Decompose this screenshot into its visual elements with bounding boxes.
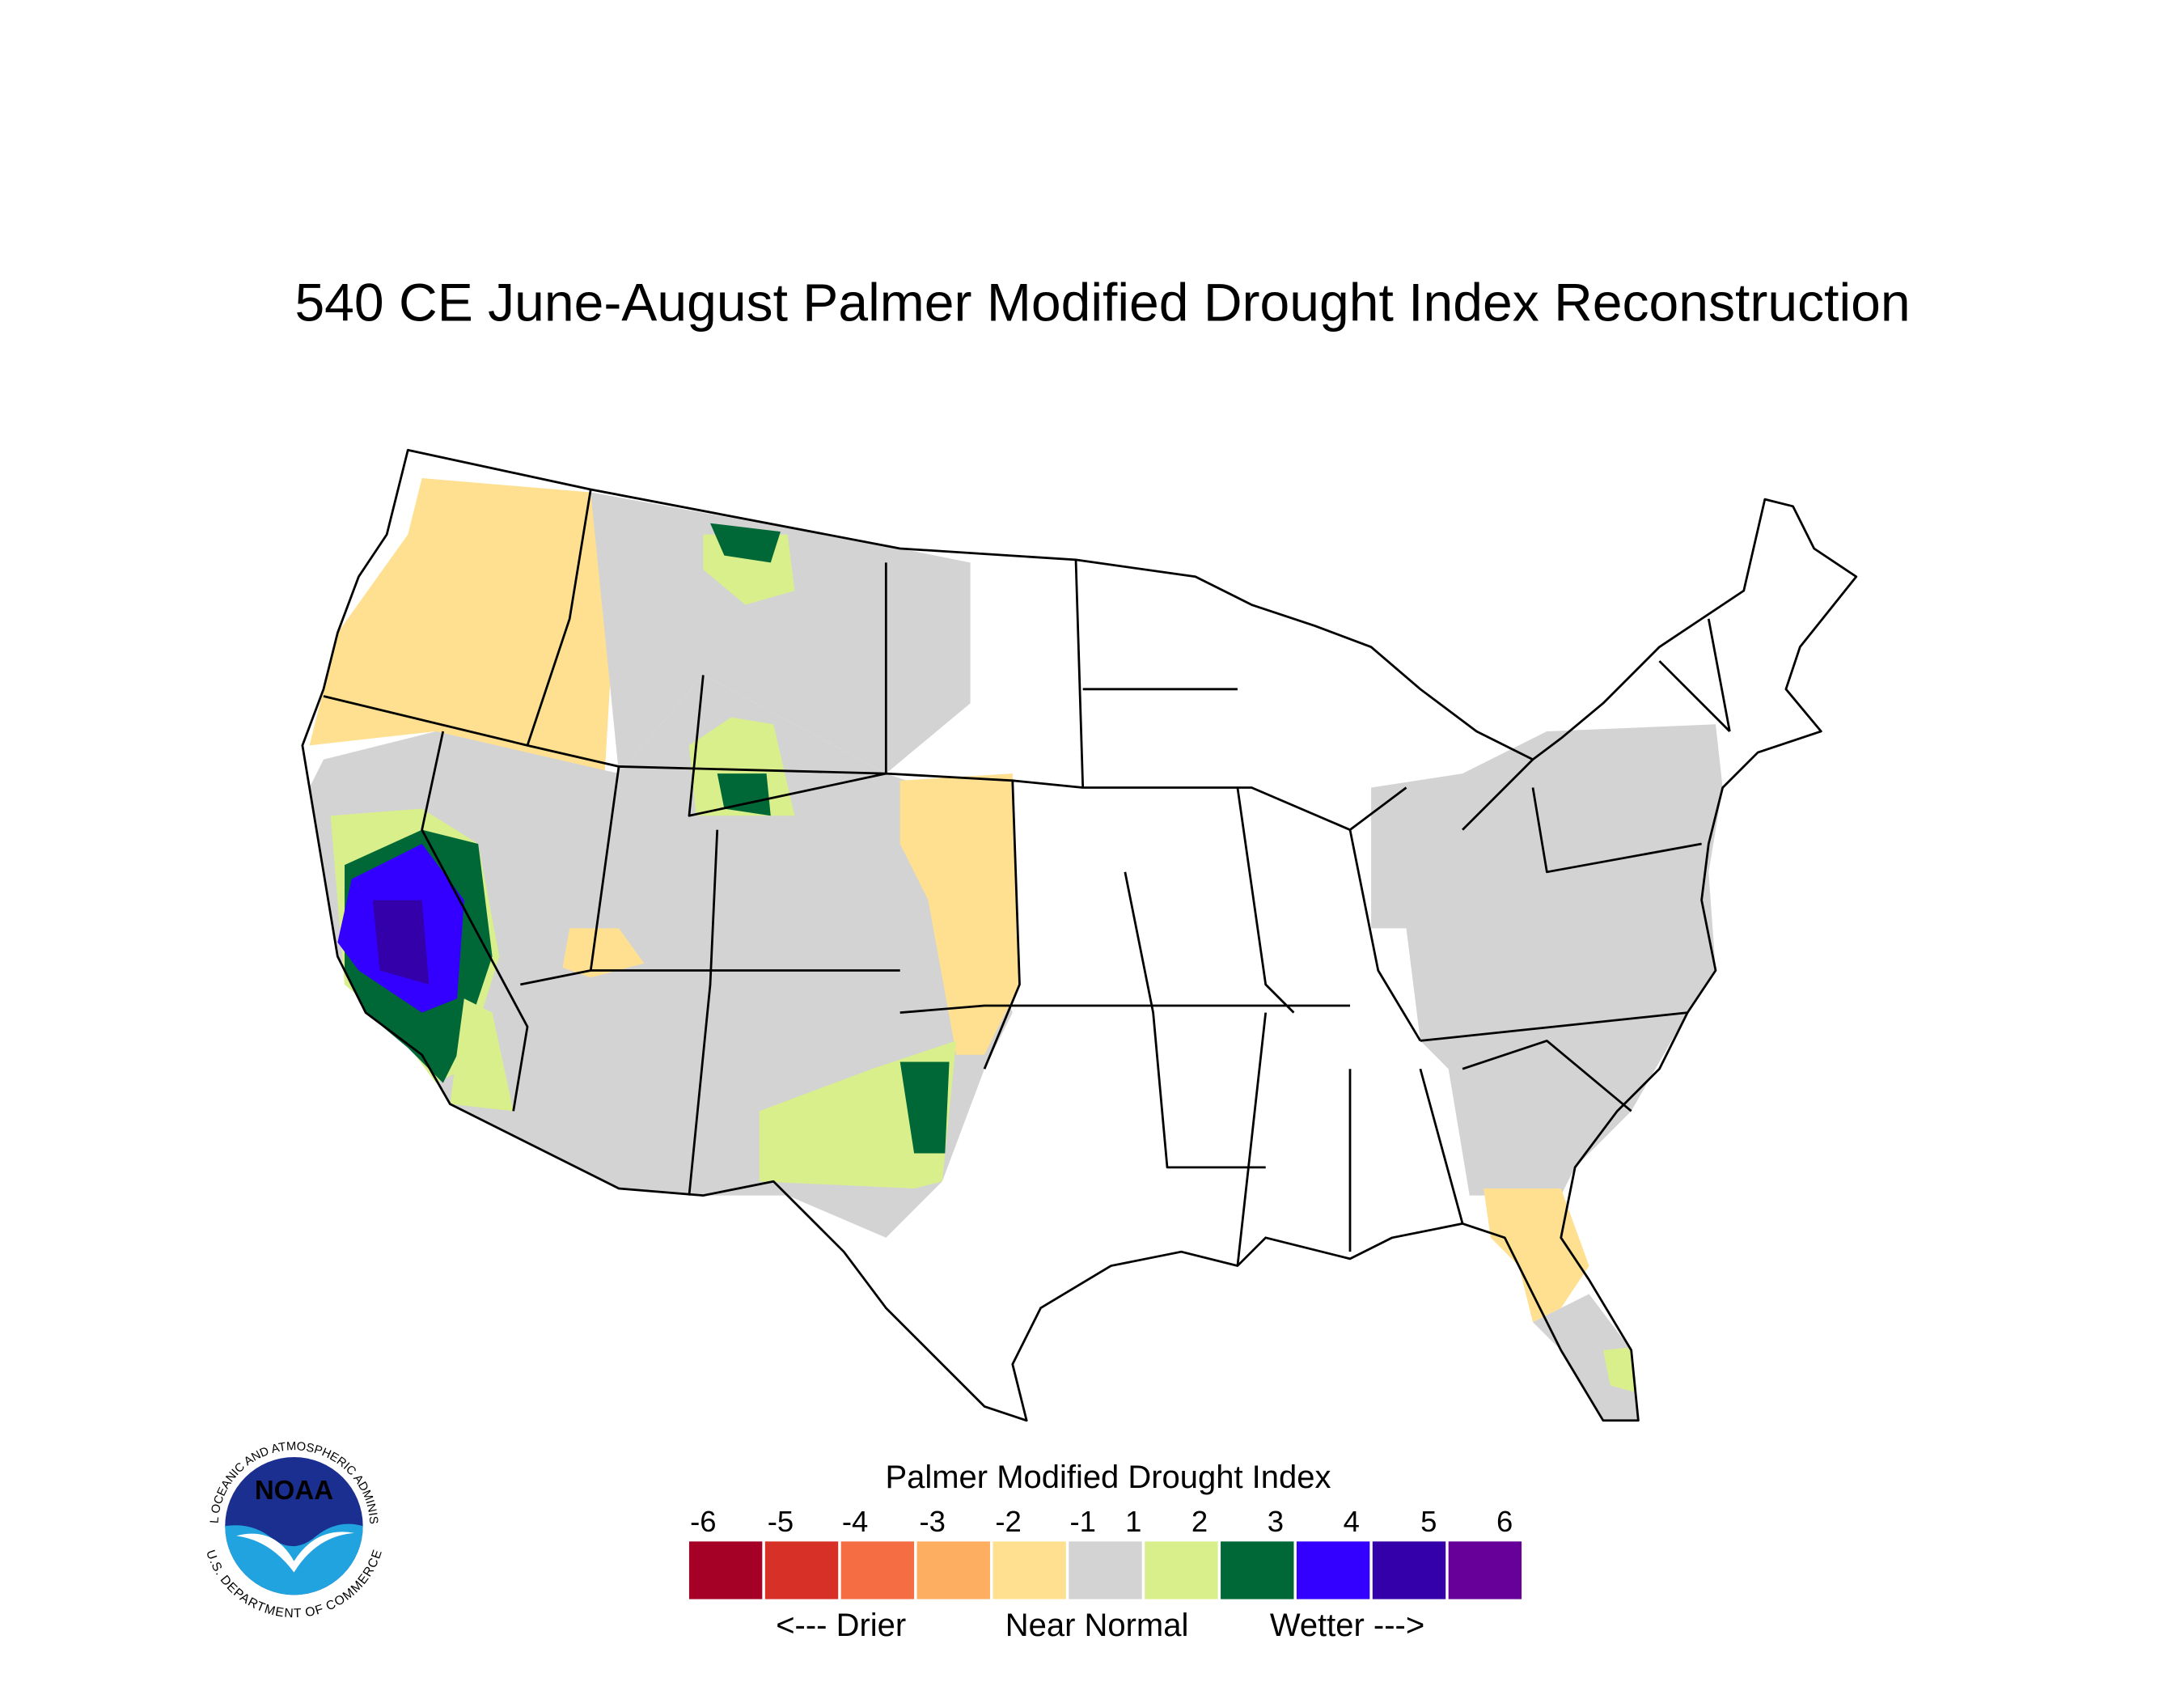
legend-note: Wetter --->: [1270, 1608, 1424, 1643]
legend-note: <--- Drier: [776, 1608, 906, 1643]
pmdi-region: [372, 900, 430, 985]
legend-note: Near Normal: [1005, 1608, 1189, 1643]
legend-swatch: [1069, 1541, 1142, 1599]
pmdi-region: [562, 928, 645, 978]
legend-tick-label: -2: [995, 1505, 1021, 1538]
legend-swatch: [916, 1541, 990, 1599]
pmdi-region: [710, 523, 781, 563]
logo-bird: [236, 1532, 355, 1573]
legend-tick-label: 2: [1191, 1505, 1208, 1538]
legend-tick-label: -1: [1069, 1505, 1095, 1538]
legend-tick-label: -4: [842, 1505, 868, 1538]
pmdi-region: [1532, 1294, 1639, 1421]
legend-tick-label: 3: [1268, 1505, 1284, 1538]
legend-swatch: [764, 1541, 839, 1599]
legend-swatch: [993, 1541, 1066, 1599]
legend-tick-label: 6: [1496, 1505, 1513, 1538]
legend-swatch: [1372, 1541, 1446, 1599]
legend: Palmer Modified Drought Index -6 -5 -4 -3 -2…: [688, 1460, 1522, 1643]
legend-tick-label: 1: [1125, 1505, 1141, 1538]
pmdi-region: [717, 773, 771, 816]
coastline: [301, 448, 1858, 1422]
pmdi-region: [590, 492, 971, 774]
pmdi-region: [1484, 1188, 1589, 1323]
legend-title: Palmer Modified Drought Index: [886, 1460, 1331, 1495]
legend-tick-label: 4: [1344, 1505, 1360, 1538]
pmdi-region: [1371, 724, 1723, 1196]
us-map: [301, 448, 1858, 1422]
legend-tick-label: -5: [768, 1505, 794, 1538]
legend-swatch: [1221, 1541, 1294, 1599]
legend-swatch: [688, 1541, 763, 1599]
legend-swatch: [840, 1541, 915, 1599]
pmdi-region: [450, 998, 514, 1112]
legend-tick-label: -3: [919, 1505, 945, 1538]
legend-swatch: [1448, 1541, 1522, 1599]
state-borders: [323, 489, 1731, 1266]
title: 540 CE June-August Palmer Modified Droug…: [294, 272, 1910, 332]
legend-swatch: [1296, 1541, 1370, 1599]
legend-tick-label: 5: [1420, 1505, 1437, 1538]
pmdi-region: [899, 1061, 950, 1154]
pmdi-region: [1602, 1347, 1636, 1393]
pmdi-region: [899, 773, 1020, 1055]
logo-label: NOAA: [255, 1475, 333, 1505]
legend-swatch: [1145, 1541, 1218, 1599]
legend-tick-label: -6: [690, 1505, 716, 1538]
